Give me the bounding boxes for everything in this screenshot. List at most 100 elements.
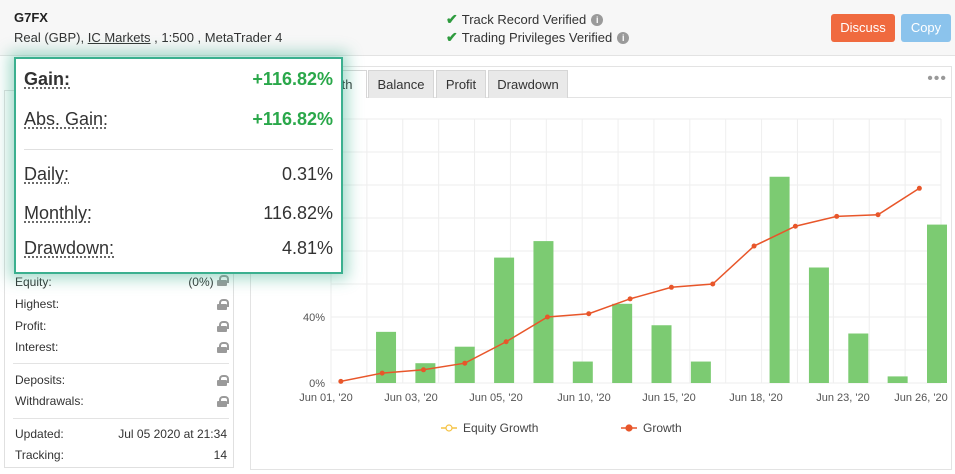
account-header: G7FX Real (GBP), IC Markets , 1:500 , Me… [0,0,955,56]
discuss-button[interactable]: Discuss [831,14,895,42]
abs-gain-value: +116.82% [252,109,333,129]
abs-gain-label[interactable]: Abs. Gain: [24,109,109,129]
chart-tabs: th Balance Profit Drawdown ••• [251,67,951,98]
divider [24,149,333,150]
growth-point [792,223,798,229]
tracking-value: 14 [213,448,227,462]
updated-row: Updated: Jul 05 2020 at 21:34 [15,427,227,441]
growth-point [462,360,468,366]
drawdown-value: 4.81% [281,238,333,258]
equity-value: (0%) [188,275,214,289]
y-tick-label: 40% [303,312,325,324]
growth-point [379,370,385,376]
chart-panel: 0% 40% Jun 01, '20 Jun 03, '20 Jun 05, '20 Ju… [250,66,952,470]
gain-row: Gain: +116.82% [24,69,333,90]
account-name: G7FX [14,10,48,25]
highest-row: Highest: [15,297,229,311]
daily-value: 0.31% [281,164,333,184]
growth-point [916,185,922,191]
info-icon[interactable]: i [617,31,630,44]
tab-drawdown[interactable]: Drawdown [488,70,568,98]
monthly-row: Monthly: 116.82% [24,203,333,224]
broker-link[interactable]: IC Markets [87,30,151,45]
growth-bar [848,333,869,383]
growth-bar [533,241,554,383]
x-tick-label: Jun 15, '20 [642,392,695,404]
growth-point [875,212,881,218]
growth-bar [927,224,947,383]
x-tick-label: Jun 23, '20 [816,392,869,404]
account-info: Real (GBP), IC Markets , 1:500 , MetaTra… [14,30,282,45]
growth-bar [494,257,515,383]
updated-value: Jul 05 2020 at 21:34 [118,427,227,441]
x-tick-label: Jun 03, '20 [384,392,437,404]
trading-privileges-verified: ✔ Trading Privileges Verified i [446,29,630,46]
x-tick-label: Jun 18, '20 [729,392,782,404]
growth-point [503,339,509,345]
lock-icon [217,374,229,386]
growth-point [586,311,592,317]
track-record-verified: ✔ Track Record Verified i [446,11,604,28]
equity-row: Equity: (0%) [15,275,229,289]
interest-row: Interest: [15,340,229,354]
growth-bar [651,325,672,383]
withdrawals-row: Withdrawals: [15,394,229,408]
equity-label: Equity: [15,275,52,289]
interest-label: Interest: [15,340,59,354]
drawdown-label[interactable]: Drawdown: [24,238,115,258]
withdrawals-label: Withdrawals: [15,394,84,408]
profit-row: Profit: [15,319,229,333]
legend-label: Growth [643,421,682,435]
legend-marker [625,424,633,432]
divider [13,418,229,419]
more-options-icon[interactable]: ••• [927,70,947,87]
growth-bar [376,331,397,383]
gain-stats-card: Gain: +116.82% Abs. Gain: +116.82% Daily… [14,57,343,274]
verification-label: Track Record Verified [461,12,587,27]
monthly-label[interactable]: Monthly: [24,203,93,223]
growth-point [544,314,550,320]
deposits-row: Deposits: [15,373,229,387]
tracking-row: Tracking: 14 [15,448,227,462]
tab-balance[interactable]: Balance [368,70,434,98]
gain-value: +116.82% [252,69,333,89]
growth-point [338,378,344,384]
monthly-value: 116.82% [263,203,333,223]
growth-bar [769,176,790,383]
growth-point [710,281,716,287]
lock-icon [217,320,229,332]
check-icon: ✔ [446,11,458,27]
daily-row: Daily: 0.31% [24,164,333,185]
highest-label: Highest: [15,297,60,311]
divider [13,363,229,364]
growth-chart: 0% 40% Jun 01, '20 Jun 03, '20 Jun 05, '20 Ju… [299,118,948,435]
check-icon: ✔ [446,29,458,45]
drawdown-row: Drawdown: 4.81% [24,238,333,259]
x-tick-label: Jun 05, '20 [469,392,522,404]
gain-label[interactable]: Gain: [24,69,71,89]
deposits-label: Deposits: [15,373,66,387]
tab-profit[interactable]: Profit [436,70,486,98]
y-tick-label: 0% [309,378,325,390]
updated-label: Updated: [15,427,64,441]
tracking-label: Tracking: [15,448,64,462]
x-tick-label: Jun 26, '20 [894,392,947,404]
growth-bar [887,376,908,383]
growth-bar [612,303,633,383]
growth-bar [808,267,829,383]
info-icon[interactable]: i [591,13,604,26]
equity-value-wrap: (0%) [188,275,229,289]
legend-marker [445,424,453,432]
x-tick-label: Jun 10, '20 [557,392,610,404]
lock-icon [217,341,229,353]
lock-icon [217,298,229,310]
growth-point [834,213,840,219]
daily-label[interactable]: Daily: [24,164,70,184]
profit-label: Profit: [15,319,47,333]
lock-icon [217,275,229,286]
leverage-platform: , 1:500 , MetaTrader 4 [154,30,283,45]
verification-label: Trading Privileges Verified [461,30,613,45]
growth-point [420,367,426,373]
copy-button[interactable]: Copy [901,14,951,42]
